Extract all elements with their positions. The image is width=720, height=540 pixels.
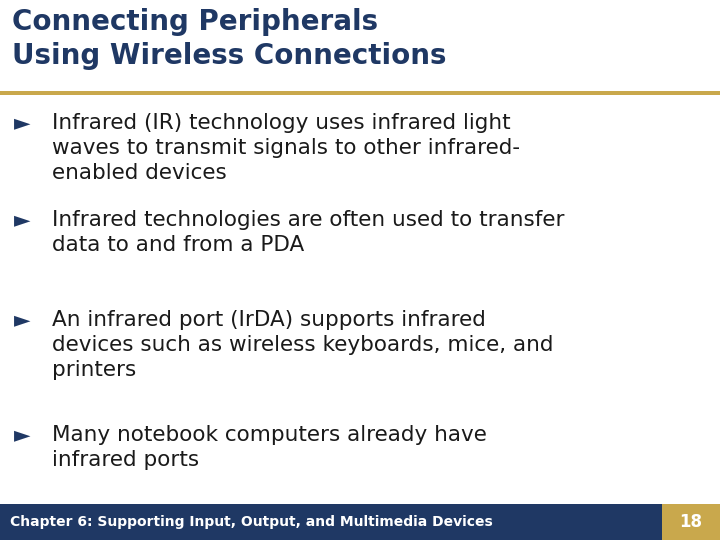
Bar [662,504,720,540]
Text: Connecting Peripherals
Using Wireless Connections: Connecting Peripherals Using Wireless Co… [12,8,446,70]
Text: Many notebook computers already have
infrared ports: Many notebook computers already have inf… [52,425,487,470]
Text: Infrared technologies are often used to transfer
data to and from a PDA: Infrared technologies are often used to … [52,210,564,255]
Text: An infrared port (IrDA) supports infrared
devices such as wireless keyboards, mi: An infrared port (IrDA) supports infrare… [52,310,554,380]
Bar [0,91,720,95]
Text: ►: ► [14,425,30,445]
Text: ►: ► [14,210,30,230]
Text: 18: 18 [680,513,703,531]
Text: ►: ► [14,310,30,330]
Text: ►: ► [14,113,30,133]
Text: Chapter 6: Supporting Input, Output, and Multimedia Devices: Chapter 6: Supporting Input, Output, and… [10,515,492,529]
Text: Infrared (IR) technology uses infrared light
waves to transmit signals to other : Infrared (IR) technology uses infrared l… [52,113,520,183]
Bar [0,504,720,540]
